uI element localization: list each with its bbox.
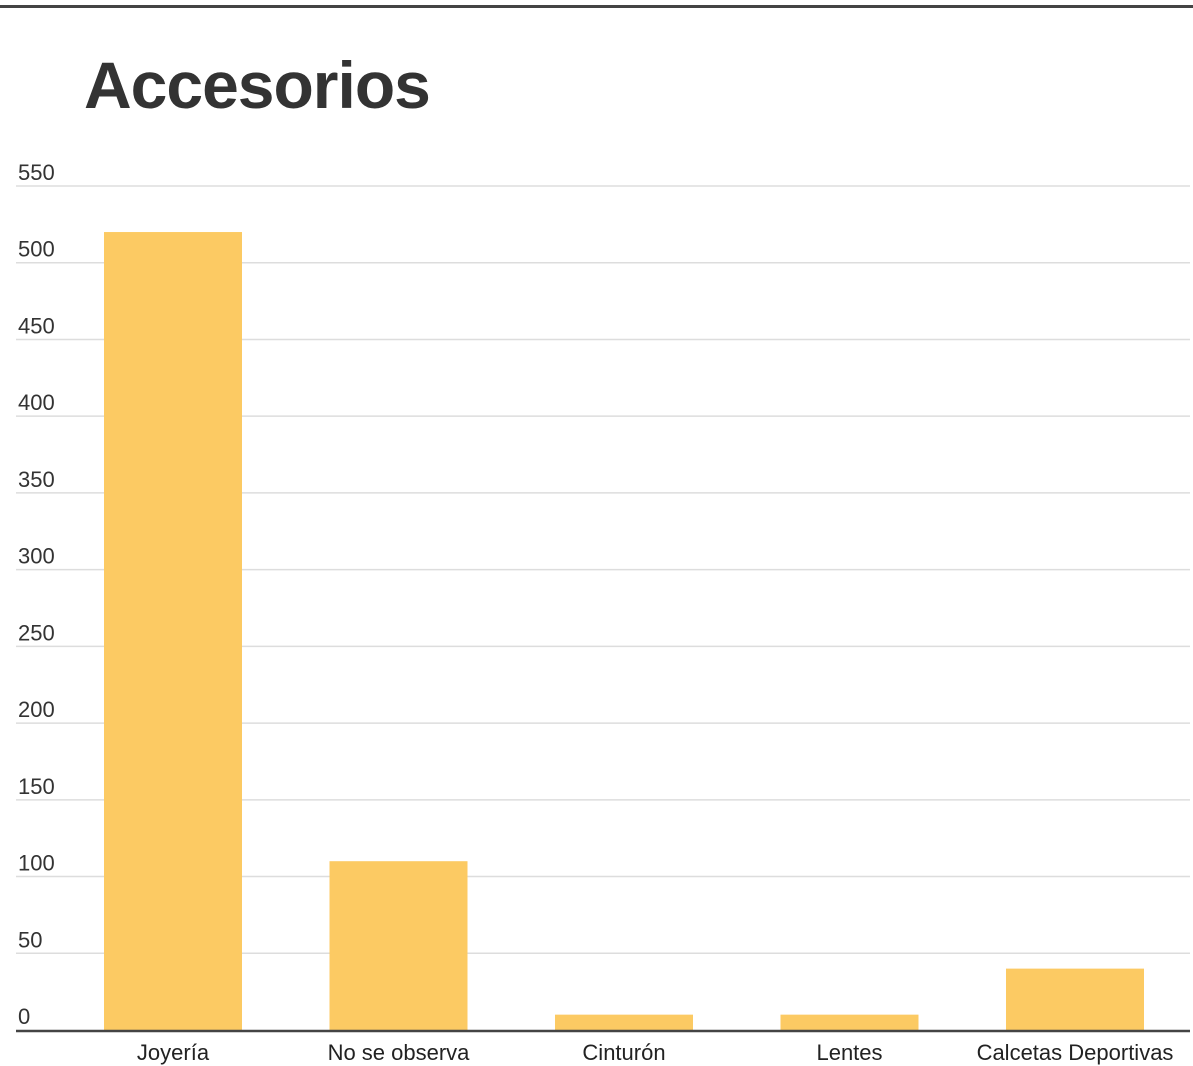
y-tick-label: 450 xyxy=(18,313,55,338)
x-category-label: Cinturón xyxy=(582,1040,665,1065)
bars xyxy=(104,232,1144,1030)
y-tick-label: 500 xyxy=(18,237,55,262)
y-tick-label: 50 xyxy=(18,927,42,952)
x-category-label: No se observa xyxy=(328,1040,471,1065)
y-tick-label: 400 xyxy=(18,390,55,415)
y-tick-label: 200 xyxy=(18,697,55,722)
x-category-label: Lentes xyxy=(816,1040,882,1065)
x-category-label: Joyería xyxy=(137,1040,210,1065)
chart-title: Accesorios xyxy=(84,48,431,122)
y-tick-label: 0 xyxy=(18,1004,30,1029)
bar-no-se-observa xyxy=(329,861,468,1030)
y-tick-label: 100 xyxy=(18,851,55,876)
y-tick-label: 350 xyxy=(18,467,55,492)
x-axis-category-labels: Joyería No se observa Cinturón Lentes Calcet… xyxy=(137,1040,1174,1065)
y-tick-label: 550 xyxy=(18,160,55,185)
bar-lentes xyxy=(780,1014,919,1030)
bar-joyería xyxy=(104,232,242,1030)
bar-calcetas-deportivas xyxy=(1006,968,1144,1030)
y-tick-label: 300 xyxy=(18,544,55,569)
y-tick-label: 150 xyxy=(18,774,55,799)
top-rule xyxy=(0,5,1193,8)
y-tick-label: 250 xyxy=(18,620,55,645)
y-axis-tick-labels: 0 50 100 150 200 250 300 350 400 450 500 550 xyxy=(18,160,55,1029)
x-category-label: Calcetas Deportivas xyxy=(977,1040,1174,1065)
bar-cinturón xyxy=(555,1014,693,1030)
